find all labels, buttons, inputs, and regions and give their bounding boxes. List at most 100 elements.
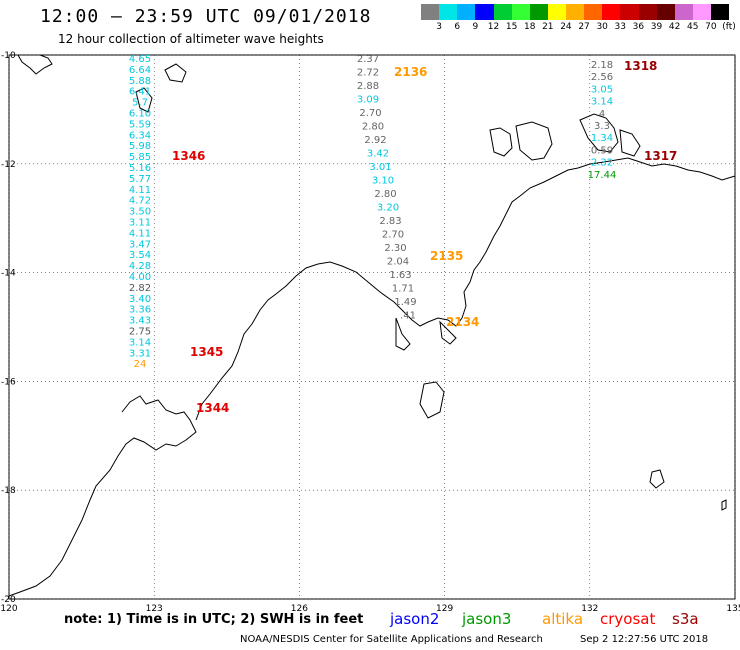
wave-height-label: 5.85: [129, 152, 151, 163]
pass-time-label: 2135: [430, 249, 463, 263]
wave-height-label: 3.01: [369, 162, 391, 173]
colorbar-swatch: [475, 4, 494, 20]
wave-height-label: 2.70: [382, 230, 404, 241]
legend-s3a: s3a: [672, 610, 699, 628]
wave-height-label: 1.34: [591, 133, 613, 144]
lat-tick-label: -14: [1, 269, 16, 279]
colorbar-swatch: [711, 4, 730, 20]
lon-tick-label: 132: [581, 604, 598, 614]
wave-height-label: 2.04: [387, 257, 409, 268]
pass-time-label: 2134: [446, 315, 479, 329]
legend-jason2: jason2: [390, 610, 440, 628]
colorbar-swatch: [620, 4, 639, 20]
page-title: 12:00 – 23:59 UTC 09/01/2018: [40, 6, 372, 27]
wave-height-label: 6.41: [129, 87, 151, 98]
colorbar-swatch: [421, 4, 440, 20]
footer: NOAA/NESDIS Center for Satellite Applica…: [240, 634, 708, 645]
colorbar-swatch: [439, 4, 458, 20]
footer-timestamp: Sep 2 12:27:56 UTC 2018: [580, 634, 709, 645]
wave-height-label: 3.42: [367, 149, 389, 160]
legend-jason3: jason3: [462, 610, 512, 628]
colorbar-swatch: [602, 4, 621, 20]
wave-height-label: 3.14: [129, 337, 151, 348]
colorbar-label: 45: [687, 22, 699, 32]
wave-height-label: 4.72: [129, 196, 151, 207]
colorbar-swatch: [511, 4, 530, 20]
colorbar-swatch: [584, 4, 603, 20]
wave-height-label: 3.14: [591, 97, 613, 108]
wave-height-label: 3.09: [357, 95, 379, 106]
wave-height-label: 5.7: [132, 98, 148, 109]
wave-height-label: 3.11: [129, 218, 151, 229]
lat-tick-label: -12: [1, 160, 16, 170]
wave-height-label: 3.50: [129, 207, 151, 218]
wave-height-label: 24: [134, 359, 147, 370]
colorbar-swatch: [547, 4, 566, 20]
wave-height-label: 4.11: [129, 228, 151, 239]
wave-height-label: 2.32: [591, 158, 613, 169]
pass-time-label: 1317: [644, 149, 677, 163]
wave-height-label: .41: [400, 311, 416, 322]
colorbar-label: 9: [472, 22, 479, 32]
pass-time-label: 1346: [172, 149, 205, 163]
altimeter-tracks: 4.656.645.886.415.76.105.596.345.985.855…: [129, 54, 678, 415]
colorbar-labels: 3 6 9 12 15 18 21 24 27 30 33 36 39 42 45 70 (ft): [421, 22, 739, 34]
colorbar-label: 33: [614, 22, 627, 32]
footer-credit: NOAA/NESDIS Center for Satellite Applica…: [240, 634, 543, 645]
colorbar-swatch: [656, 4, 675, 20]
colorbar-label: 3: [436, 22, 442, 32]
wave-height-label: 3.47: [129, 239, 151, 250]
note-text: note: 1) Time is in UTC; 2) SWH is in fe…: [64, 612, 364, 627]
colorbar-label: 21: [542, 22, 554, 32]
wave-height-label: 3.54: [129, 250, 151, 261]
colorbar-label: 24: [560, 22, 572, 32]
colorbar-swatch: [692, 4, 711, 20]
wave-height-label: 4.00: [129, 272, 151, 283]
wave-height-label: 5.88: [129, 76, 151, 87]
wave-height-label: 3.3: [594, 121, 610, 132]
wave-height-label: 2.83: [379, 216, 401, 227]
wave-height-label: 2.70: [359, 108, 381, 119]
wave-height-label: 2.82: [129, 283, 151, 294]
lon-tick-label: 129: [436, 604, 453, 614]
lat-tick-label: -16: [1, 377, 16, 387]
colorbar: [421, 4, 730, 20]
wave-height-label: 3.20: [377, 203, 399, 214]
wave-height-label: 5.59: [129, 119, 151, 130]
colorbar-label: 39: [650, 22, 663, 32]
wave-height-label: 3.43: [129, 316, 151, 327]
legend-altika: altika: [542, 610, 584, 628]
wave-height-label: 2.72: [357, 68, 379, 79]
wave-height-label: 2.80: [362, 122, 384, 133]
colorbar-label: 70: [705, 22, 717, 32]
colorbar-label: 12: [487, 22, 500, 32]
wave-height-label: 4.65: [129, 54, 151, 65]
wave-height-label: 2.75: [129, 327, 151, 338]
colorbar-label: 30: [596, 22, 608, 32]
wave-height-label: 1.63: [389, 270, 411, 281]
wave-height-label: 3.40: [129, 294, 151, 305]
lon-tick-label: 123: [146, 604, 163, 614]
lat-tick-label: -20: [1, 595, 16, 605]
wave-height-label: 4: [599, 109, 605, 120]
lon-tick-label: 126: [291, 604, 308, 614]
wave-height-label: 3.10: [372, 176, 394, 187]
lon-tick-label: 120: [0, 604, 17, 614]
wave-height-label: 17.44: [588, 170, 617, 181]
colorbar-label: 15: [505, 22, 518, 32]
wave-height-label: 4.11: [129, 185, 151, 196]
wave-height-label: 4.28: [129, 261, 151, 272]
colorbar-swatch: [529, 4, 548, 20]
pass-time-label: 1318: [624, 59, 657, 73]
wave-height-label: 2.80: [374, 189, 396, 200]
wave-height-label: 5.16: [129, 163, 151, 174]
wave-height-label: 1.49: [394, 297, 416, 308]
pass-time-label: 2136: [394, 65, 427, 79]
wave-height-label: 3.36: [129, 305, 151, 316]
colorbar-swatch: [457, 4, 476, 20]
pass-time-label: 1344: [196, 401, 229, 415]
colorbar-swatch: [674, 4, 693, 20]
lon-tick-label: 135: [726, 604, 740, 614]
colorbar-swatch: [638, 4, 657, 20]
